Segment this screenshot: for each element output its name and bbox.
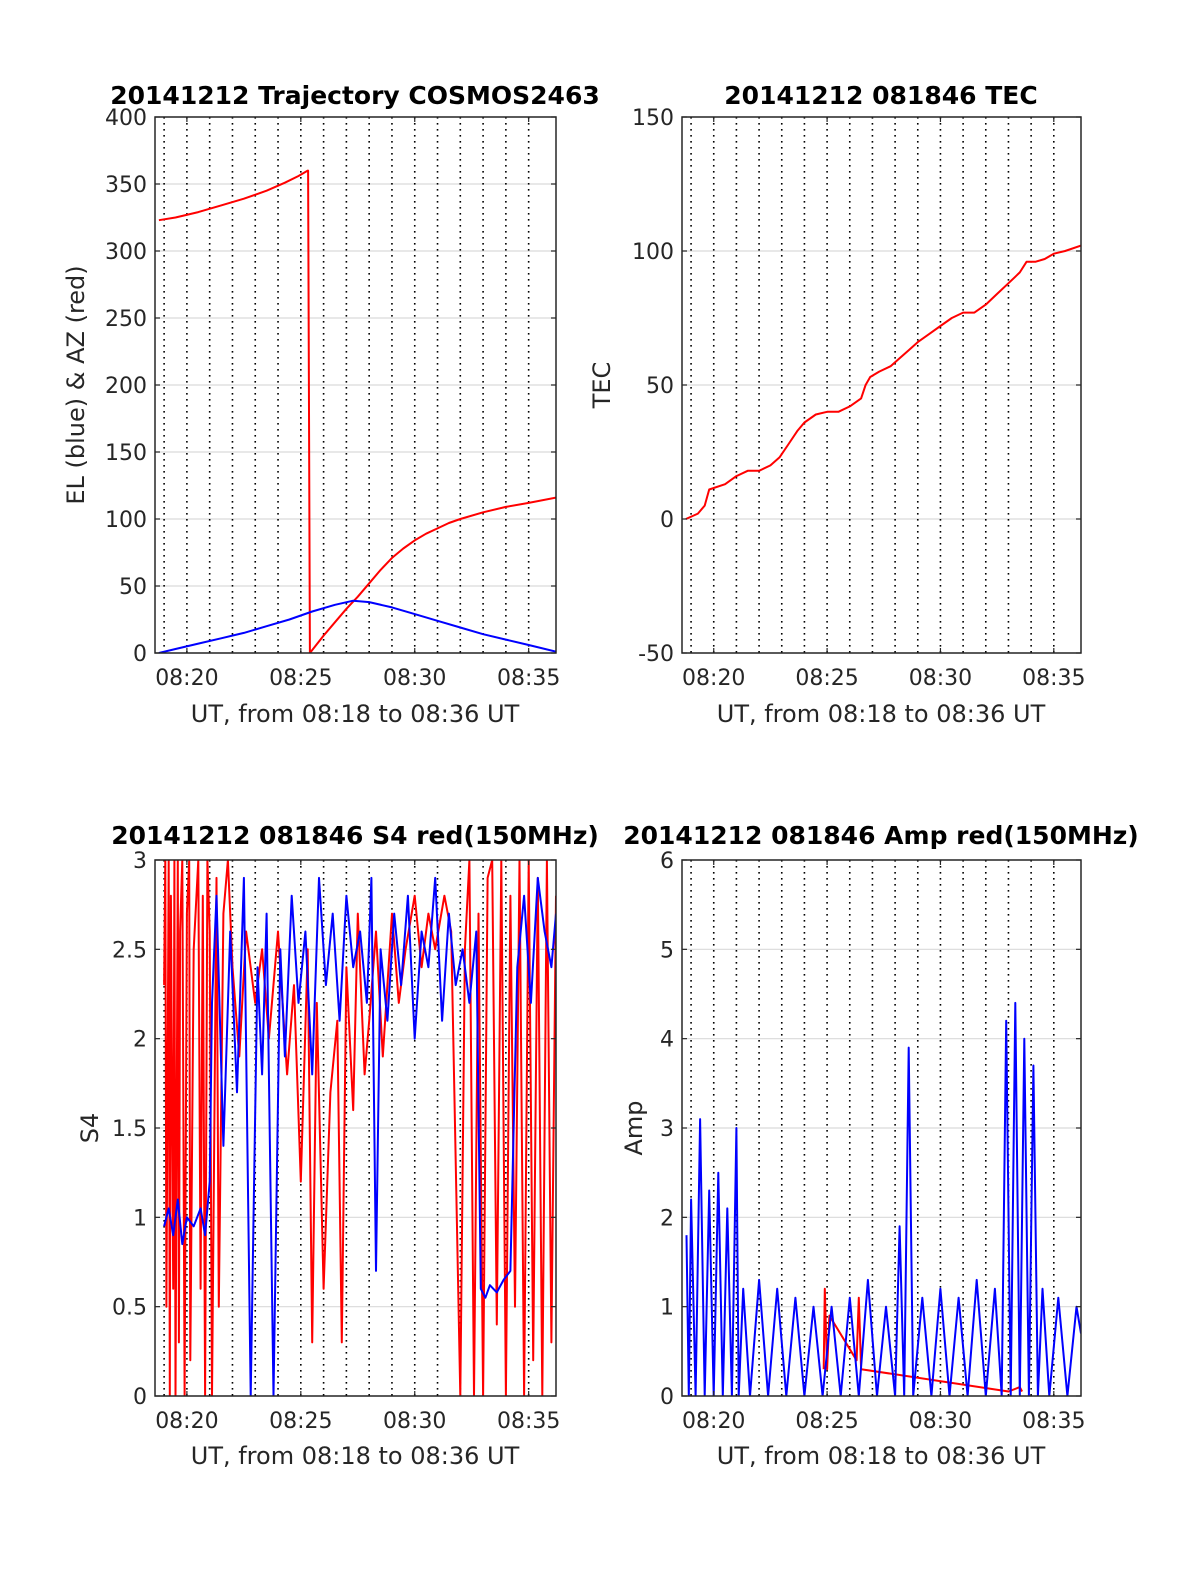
panel-trajectory: 20141212 Trajectory COSMOS2463 UT, from …: [62, 81, 600, 728]
chart-title-amp: 20141212 081846 Amp red(150MHz): [623, 821, 1139, 850]
x-axis-label-amp: UT, from 08:18 to 08:36 UT: [717, 1442, 1046, 1470]
series-line-red: [685, 244, 1081, 520]
x-tick-label: 08:25: [269, 1409, 332, 1434]
chart-title-s4: 20141212 081846 S4 red(150MHz): [111, 821, 599, 850]
series-line-red: [822, 1287, 1023, 1393]
y-tick-label: 50: [119, 575, 147, 600]
y-tick-label: 2: [133, 1028, 147, 1053]
panel-s4: 20141212 081846 S4 red(150MHz) UT, from …: [76, 821, 599, 1470]
panel-tec: 20141212 081846 TEC UT, from 08:18 to 08…: [588, 81, 1046, 728]
y-tick-label: 50: [646, 374, 674, 399]
chart-title-trajectory: 20141212 Trajectory COSMOS2463: [110, 81, 600, 110]
y-tick-label: 250: [105, 307, 147, 332]
y-tick-label: 400: [105, 106, 147, 131]
plot-area-tec: -50 0 50 100 150 08:20 08:25 08:30 08:35: [632, 106, 1085, 691]
y-tick-label: 6: [660, 849, 674, 874]
x-tick-label: 08:25: [269, 666, 332, 691]
plot-area-trajectory: 0 50 100 150 200 250 300 350 400 08:20 08:25 08:30 0…: [105, 106, 560, 691]
series-line-blue: [163, 876, 556, 1396]
x-tick-label: 08:25: [795, 666, 858, 691]
y-axis-label-amp: Amp: [620, 1100, 648, 1155]
x-tick-label: 08:20: [155, 666, 218, 691]
x-axis-label-trajectory: UT, from 08:18 to 08:36 UT: [191, 700, 520, 728]
x-tick-label: 08:35: [1022, 666, 1085, 691]
y-tick-label: -50: [638, 642, 674, 667]
y-tick-label: 1.5: [112, 1117, 147, 1142]
plot-area-s4: 0 0.5 1 1.5 2 2.5 3 08:20 08:25 08:30 08:35: [112, 849, 560, 1434]
y-tick-label: 150: [632, 106, 674, 131]
y-tick-label: 0: [133, 642, 147, 667]
x-tick-label: 08:30: [909, 1409, 972, 1434]
series-line-blue: [685, 1001, 1081, 1396]
series-line-red: [163, 860, 556, 1396]
x-tick-label: 08:20: [155, 1409, 218, 1434]
y-tick-label: 3: [660, 1117, 674, 1142]
y-tick-label: 5: [660, 938, 674, 963]
series-group: [685, 244, 1081, 520]
y-axis-label-trajectory: EL (blue) & AZ (red): [62, 265, 90, 504]
x-tick-label: 08:20: [682, 1409, 745, 1434]
y-tick-label: 100: [632, 240, 674, 265]
y-axis-label-tec: TEC: [588, 362, 616, 410]
y-tick-label: 2: [660, 1206, 674, 1231]
series-group: [158, 169, 556, 653]
series-line-red: [158, 169, 556, 653]
y-tick-label: 4: [660, 1028, 674, 1053]
y-tick-label: 300: [105, 240, 147, 265]
y-tick-label: 0: [660, 1385, 674, 1410]
y-tick-label: 1: [660, 1296, 674, 1321]
series-group: [163, 860, 556, 1396]
y-tick-label: 0.5: [112, 1296, 147, 1321]
chart-title-tec: 20141212 081846 TEC: [724, 81, 1037, 110]
x-tick-label: 08:35: [497, 1409, 560, 1434]
y-tick-label: 0: [133, 1385, 147, 1410]
x-axis-label-s4: UT, from 08:18 to 08:36 UT: [191, 1442, 520, 1470]
series-group: [685, 1001, 1081, 1396]
y-tick-label: 350: [105, 173, 147, 198]
x-tick-label: 08:35: [1022, 1409, 1085, 1434]
x-tick-label: 08:30: [909, 666, 972, 691]
x-tick-label: 08:30: [383, 666, 446, 691]
y-tick-label: 100: [105, 508, 147, 533]
series-line-blue: [158, 599, 556, 653]
y-tick-label: 2.5: [112, 938, 147, 963]
y-tick-label: 1: [133, 1206, 147, 1231]
x-axis-label-tec: UT, from 08:18 to 08:36 UT: [717, 700, 1046, 728]
y-axis-label-s4: S4: [76, 1113, 104, 1144]
y-tick-label: 200: [105, 374, 147, 399]
x-tick-label: 08:35: [497, 666, 560, 691]
x-tick-label: 08:20: [682, 666, 745, 691]
plot-area-amp: 0 1 2 3 4 5 6 08:20 08:25 08:30 08:35: [660, 849, 1085, 1434]
x-tick-label: 08:30: [383, 1409, 446, 1434]
panel-amp: 20141212 081846 Amp red(150MHz) UT, from…: [620, 821, 1139, 1470]
y-tick-label: 150: [105, 441, 147, 466]
x-tick-label: 08:25: [795, 1409, 858, 1434]
y-tick-label: 0: [660, 508, 674, 533]
y-tick-label: 3: [133, 849, 147, 874]
